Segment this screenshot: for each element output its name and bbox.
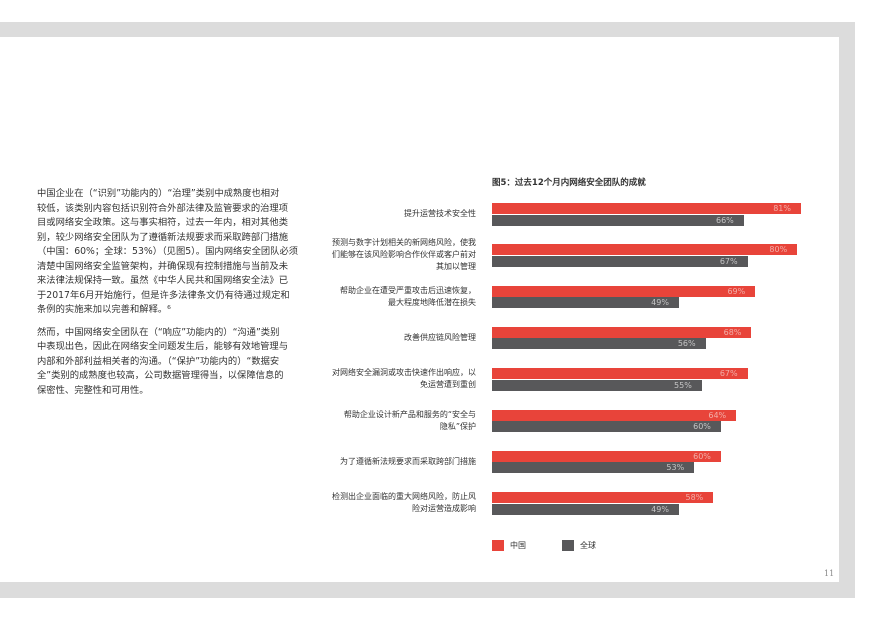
bar-global: 67% [492,255,748,267]
category-label: 检测出企业面临的重大网络风险，防止风 险对运营造成影响 [332,492,476,514]
data-label: 56% [677,339,696,349]
text-line: 保密性、完整性和可用性。 [37,384,149,396]
bar-global: 49% [492,503,679,515]
bar-global: 56% [492,338,706,350]
page-frame-bottom [0,582,855,598]
bar-global: 60% [492,421,721,432]
data-label: 66% [716,215,734,225]
legend-label-china: 中国 [510,541,526,550]
paragraph: 中国企业在（“识别”功能内的）“治理”类别中成熟度也相对 较低，该类别内容包括识别… [37,187,307,318]
category-label: 提升运营技术安全性 [404,209,476,218]
text-line: 目或网络安全政策。这与事实相符，过去一年内，相对其他类 [37,217,289,228]
data-label: 60% [693,451,711,461]
category-label: 对网络安全漏洞或攻击快速作出响应，以 免运营遭到重创 [332,368,476,390]
bar-global: 66% [492,214,744,226]
bar-global: 49% [492,297,679,309]
data-label: 69% [727,286,746,296]
paragraph: 然而，中国网络安全团队在（“响应”功能内的）“沟通”类别 中表现出色，因此在网络安… [37,326,307,399]
bar-china: 69% [492,285,756,297]
data-label: 68% [723,327,742,337]
data-label: 60% [693,422,711,431]
bar-global: 53% [492,462,695,474]
legend-label-global: 全球 [580,541,596,550]
text-line: 然而，中国网络安全团队在（“响应”功能内的）“沟通”类别 [37,326,280,338]
bar-china: 80% [492,244,798,256]
bar-china: 64% [492,409,737,421]
data-label: 49% [651,504,669,514]
text-line: 于2017年6月开始施行，但是许多法律条文仍有待通过规定和 [37,289,290,301]
category-label: 改善供应链风险管理 [404,332,476,342]
category-label: 为了遵循新法规要求而采取跨部门措施 [340,456,476,466]
bar-china: 60% [492,450,721,462]
data-label: 67% [719,256,738,266]
data-label: 80% [769,245,788,255]
data-label: 58% [685,493,704,503]
body-text: 中国企业在（“识别”功能内的）“治理”类别中成熟度也相对 较低，该类别内容包括识别… [37,187,307,406]
bar-china: 81% [492,203,801,214]
data-label: 49% [651,298,669,308]
data-label: 81% [773,204,791,213]
category-label: 帮助企业设计新产品和服务的“安全与 隐私”保护 [343,409,476,431]
legend-swatch-global [562,540,574,551]
text-line: 全”类别的成熟度也较高，公司数据管理得当，以保障信息的 [37,370,284,381]
chart-title: 图5：过去12个月内网络安全团队的成就 [492,178,646,188]
text-line: 条例的实施来加以完善和解释。⁶ [37,304,171,315]
text-line: 较低，该类别内容包括识别符合外部法律及监管要求的治理项 [37,202,289,214]
page-frame-top [0,22,855,37]
text-line: 中国企业在（“识别”功能内的）“治理”类别中成熟度也相对 [37,188,280,199]
text-line: 别，较少网络安全团队为了遵循新法规要求而采取跨部门措施 [37,231,289,243]
category-label: 帮助企业在遭受严重攻击后迅速恢复， 最大程度地降低潜在损失 [340,285,476,307]
page-frame-right [839,22,855,598]
text-line: 清楚中国网络安全监管架构，并确保现有控制措施与当前及未 [37,260,289,272]
data-label: 55% [674,380,692,390]
bar-china: 58% [492,492,714,504]
bar-global: 55% [492,379,702,391]
bar-china: 67% [492,368,748,380]
data-label: 53% [666,463,685,473]
text-line: 中表现出色，因此在网络安全问题发生后，能够有效地管理与 [37,341,289,352]
page-number: 11 [824,569,835,578]
data-label: 64% [708,410,727,420]
data-label: 67% [719,369,738,379]
legend-swatch-china [492,540,504,551]
text-line: （中国：60%；全球：53%）（见图5）。国内网络安全团队必须 [37,246,299,257]
text-line: 内部和外部利益相关者的沟通。（“保护”功能内的）“数据安 [37,355,280,367]
text-line: 来法律法规保持一致。虽然《中华人民共和国网络安全法》已 [37,275,289,286]
bar-china: 68% [492,326,752,338]
category-label: 预测与数字计划相关的新网络风险，使我 们能够在该风险影响合作伙伴或客户前对 其加… [332,238,476,272]
